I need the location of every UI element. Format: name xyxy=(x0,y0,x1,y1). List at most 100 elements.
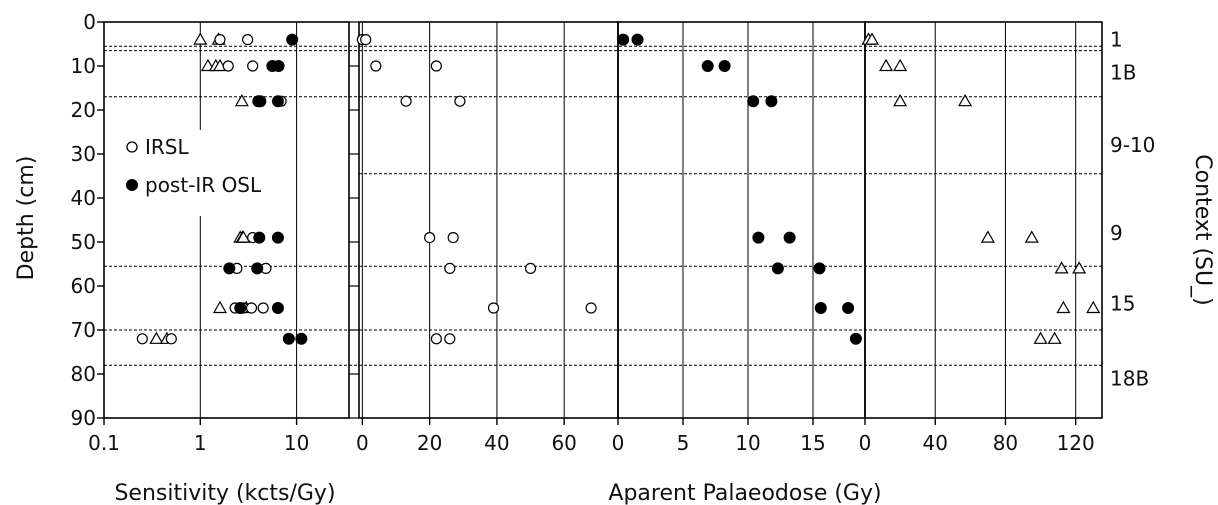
triangle-point xyxy=(1086,300,1101,314)
irsl-point xyxy=(430,333,442,345)
irsl-point xyxy=(214,33,226,46)
post-ir-osl-point xyxy=(765,95,778,108)
post-ir-osl-point xyxy=(752,231,765,244)
irsl-point xyxy=(430,60,442,72)
irsl-point xyxy=(444,262,456,274)
post-ir-osl-point xyxy=(234,302,247,314)
triangle-point xyxy=(864,32,880,45)
context-label: 9 xyxy=(1110,221,1123,245)
x-tick-label: 80 xyxy=(993,431,1018,455)
irsl-point xyxy=(454,95,466,107)
x-tick-label: 40 xyxy=(922,431,947,455)
y-tick-label: 60 xyxy=(71,274,96,298)
post-ir-osl-point xyxy=(295,332,308,345)
triangle-point xyxy=(879,58,894,72)
triangle-point xyxy=(193,32,208,45)
irsl-point xyxy=(247,60,259,72)
triangle-point xyxy=(1024,230,1039,243)
post-ir-osl-point xyxy=(286,33,299,46)
irsl-point xyxy=(585,302,597,314)
x-tick-label: 60 xyxy=(551,431,576,455)
legend: IRSL post-IR OSL xyxy=(116,130,286,216)
x-tick-label: 5 xyxy=(677,431,690,455)
triangle-point xyxy=(1072,261,1087,274)
gridline-layer xyxy=(199,22,1077,418)
post-ir-osl-point xyxy=(282,332,295,345)
axes-frame-layer xyxy=(97,21,1103,425)
x-tick-label: 10 xyxy=(735,431,760,455)
irsl-point xyxy=(136,333,148,345)
x-tick-label: 10 xyxy=(284,431,309,455)
y-tick-label: 50 xyxy=(71,230,96,254)
panel-frame-1 xyxy=(103,21,350,419)
post-ir-osl-point xyxy=(617,33,630,46)
y-tick-label: 0 xyxy=(83,10,96,34)
post-ir-osl-point xyxy=(814,302,827,314)
irsl-point xyxy=(444,333,456,345)
tick-label-layer: 0 10 20 30 40 50 60 70 80 900.1 1 10 0 20 40 60 0 5 10 15 0 4… xyxy=(71,10,1095,455)
x-tick-label: 0 xyxy=(859,431,872,455)
legend-label: post-IR OSL xyxy=(145,173,262,197)
y-tick-label: 70 xyxy=(71,318,96,342)
irsl-point xyxy=(222,60,234,72)
post-ir-osl-point xyxy=(849,332,862,345)
post-ir-osl-point xyxy=(271,95,284,108)
irsl-point xyxy=(370,60,382,72)
irsl-point xyxy=(245,302,258,314)
irsl-point xyxy=(242,33,254,46)
irsl-point xyxy=(257,302,269,314)
x-tick-label: 120 xyxy=(1057,431,1095,455)
post-ir-osl-point xyxy=(631,33,644,46)
post-ir-osl-point xyxy=(747,95,760,108)
post-ir-osl-point xyxy=(771,262,784,275)
post-ir-osl-point xyxy=(701,60,714,72)
context-label: 1B xyxy=(1110,61,1136,85)
triangle-point xyxy=(1054,261,1069,274)
post-ir-osl-point xyxy=(251,262,264,275)
sensitivity-axis-title: Sensitivity (kcts/Gy) xyxy=(114,481,335,505)
triangle-point xyxy=(1033,331,1048,344)
triangle-point xyxy=(234,93,249,107)
y-tick-label: 10 xyxy=(71,54,96,78)
triangle-point xyxy=(236,230,251,243)
panel-frame-2 xyxy=(358,21,619,419)
y-axis-title: Depth (cm) xyxy=(14,156,39,281)
context-axis-title: Context (SU_) xyxy=(1190,154,1215,305)
palaeodose-axis-title: Aparent Palaeodose (Gy) xyxy=(608,481,881,505)
post-ir-osl-point xyxy=(813,262,826,275)
triangle-point xyxy=(958,93,973,107)
x-tick-label: 0 xyxy=(356,431,369,455)
irsl-point xyxy=(360,33,372,46)
post-ir-osl-point xyxy=(783,231,796,244)
irsl-point xyxy=(424,232,436,244)
x-tick-label: 20 xyxy=(417,431,442,455)
context-label: 1 xyxy=(1110,28,1123,52)
post-ir-osl-point xyxy=(271,231,284,244)
y-tick-label: 40 xyxy=(71,186,96,210)
x-tick-label: 0 xyxy=(612,431,625,455)
x-tick-label: 1 xyxy=(194,431,207,455)
post-ir-osl-point xyxy=(271,302,284,314)
y-tick-label: 30 xyxy=(71,142,96,166)
context-label: 15 xyxy=(1110,292,1135,316)
context-label: 18B xyxy=(1110,366,1149,390)
post-ir-osl-point xyxy=(253,231,266,244)
legend-label: IRSL xyxy=(145,135,189,159)
post-ir-osl-point xyxy=(272,60,285,72)
context-label: 9-10 xyxy=(1110,133,1155,157)
legend-post-ir-osl-marker xyxy=(126,179,138,191)
triangle-point xyxy=(212,300,227,314)
legend-background xyxy=(116,130,286,216)
triangle-point xyxy=(149,331,164,344)
post-ir-osl-point xyxy=(718,60,731,72)
x-tick-label: 40 xyxy=(484,431,509,455)
post-ir-osl-point xyxy=(223,262,236,275)
post-ir-osl-point xyxy=(842,302,855,314)
x-tick-label: 15 xyxy=(800,431,825,455)
marker-layer xyxy=(136,32,1101,345)
context-label-layer: 1 1B 9-10 9 15 18B xyxy=(1110,28,1155,391)
irsl-point xyxy=(400,95,412,107)
triangle-point xyxy=(1056,300,1071,314)
triangle-point xyxy=(893,58,908,72)
